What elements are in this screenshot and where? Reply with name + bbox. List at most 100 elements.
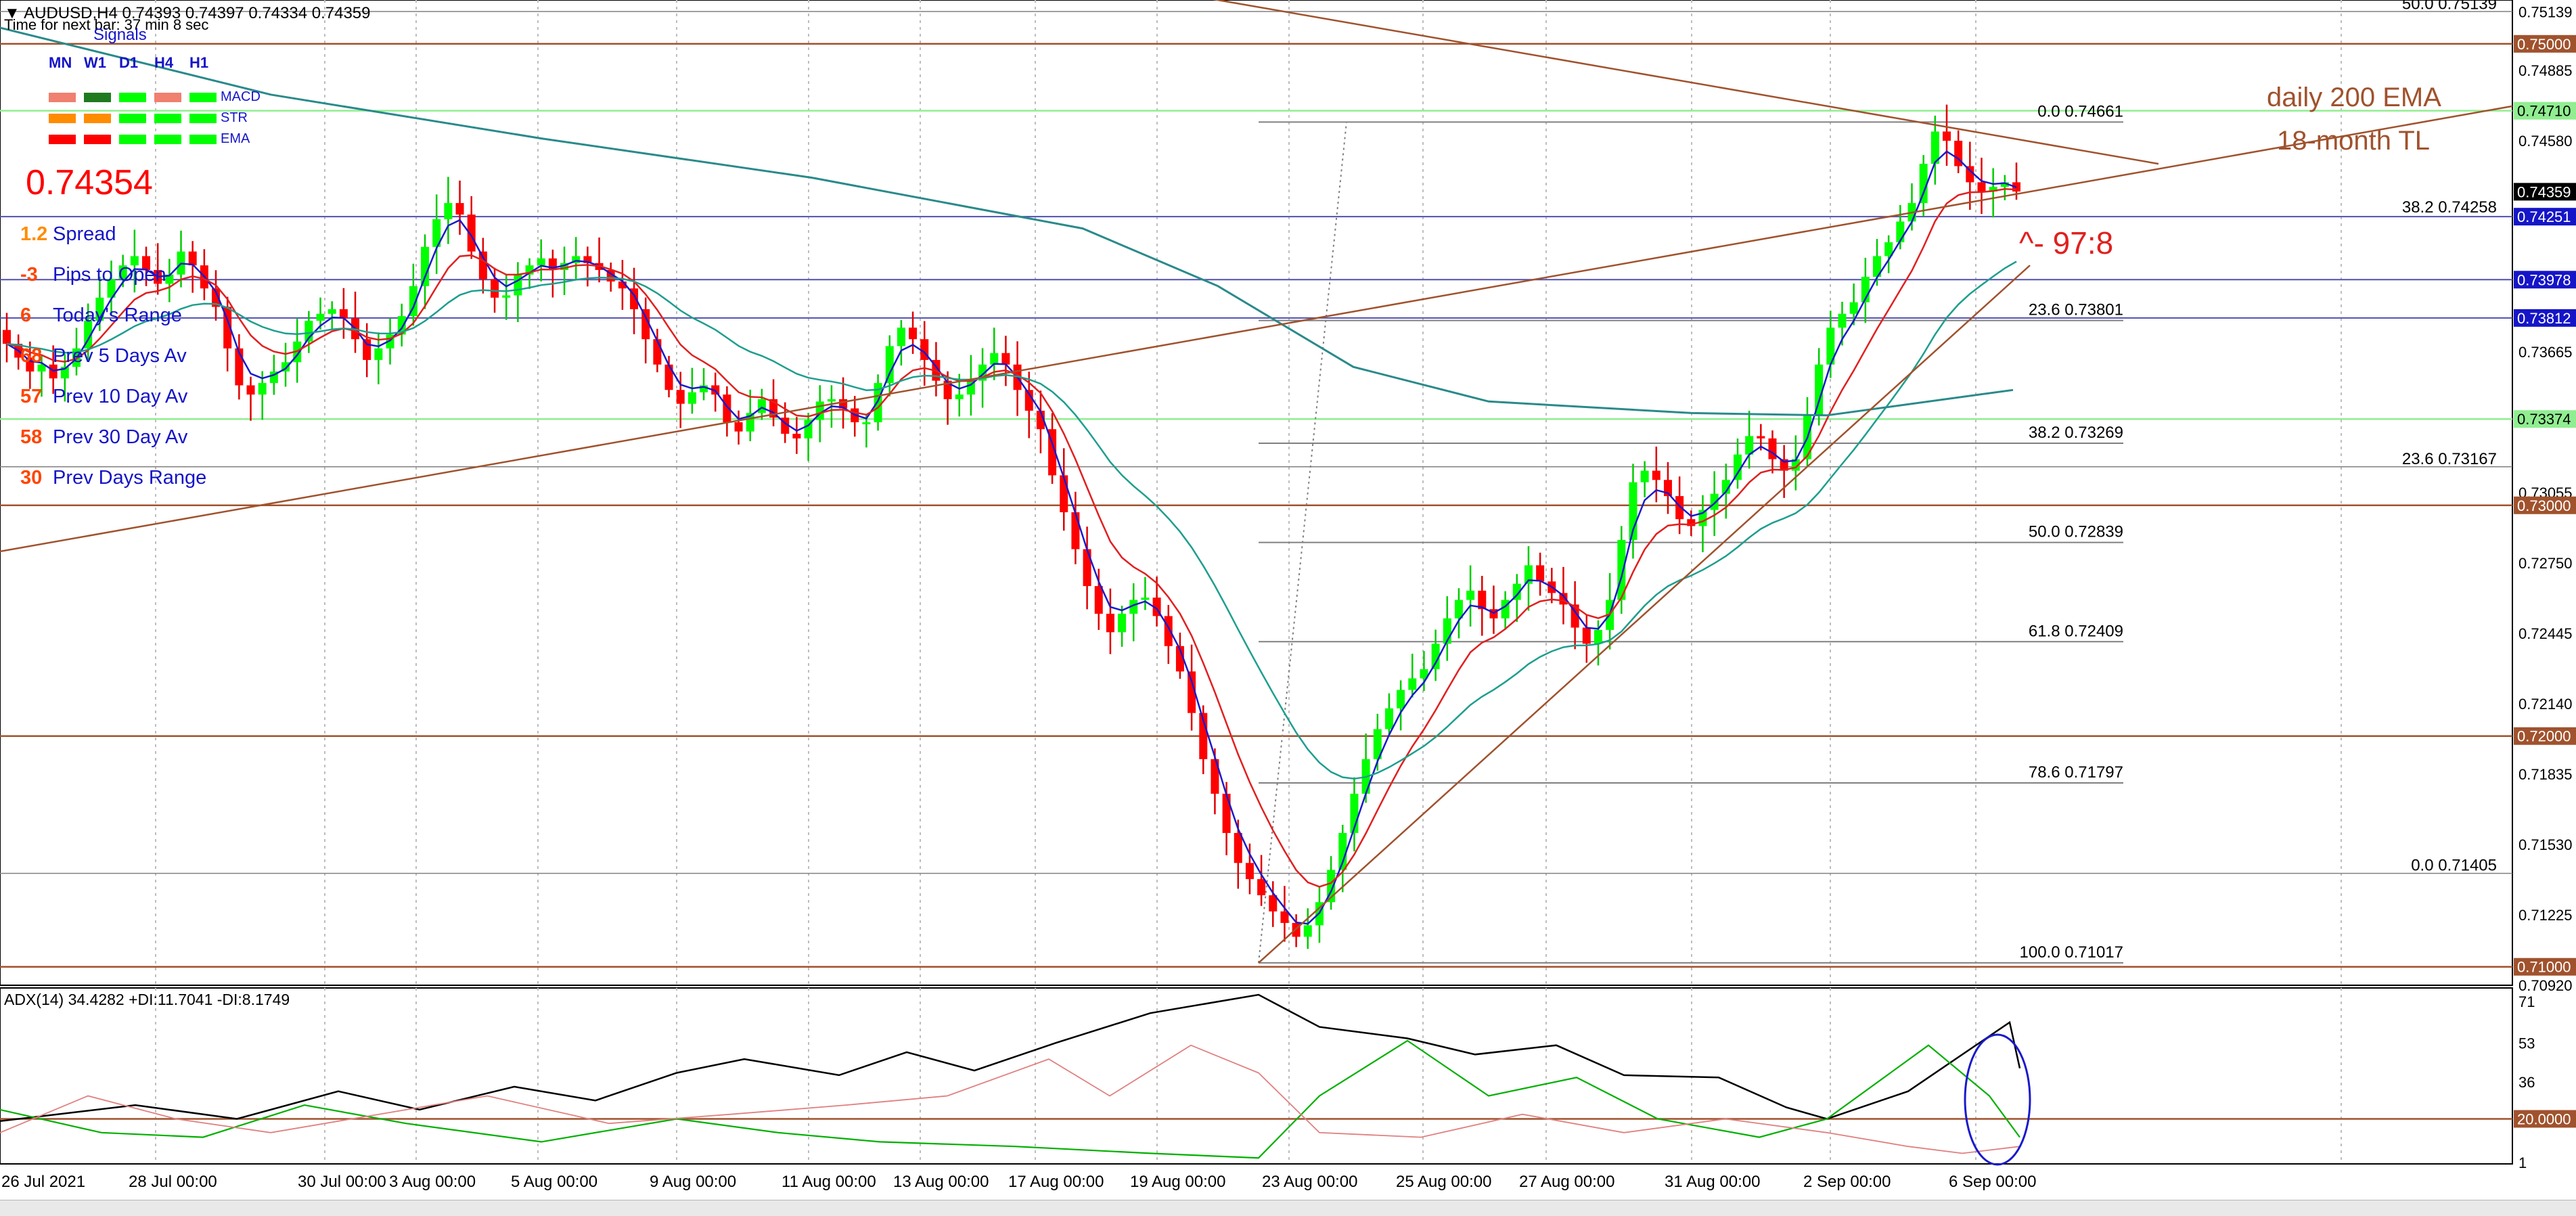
adx-title: ADX(14) 34.4282 +DI:11.7041 -DI:8.1749 — [4, 991, 290, 1008]
price-marker-label: 0.75000 — [2517, 36, 2571, 53]
signals-row: EMA — [49, 131, 250, 147]
price-axis-label: 0.72750 — [2518, 555, 2573, 572]
price-axis-label: 0.71225 — [2518, 907, 2573, 924]
candle-body — [955, 395, 964, 399]
candle-body — [84, 320, 93, 348]
candle-body — [1141, 598, 1150, 600]
date-axis-label: 5 Aug 00:00 — [511, 1173, 597, 1191]
candle-body — [130, 256, 139, 266]
stat-value: 57 — [20, 386, 43, 407]
fib-level-label: 23.6 0.73801 — [2029, 301, 2123, 319]
stat-label: Prev 5 Days Av — [53, 345, 187, 367]
candle-body — [1582, 627, 1591, 644]
candle-body — [363, 339, 371, 360]
signals-timeframe-header: MN W1 D1 H4 H1 — [49, 54, 225, 72]
date-axis-label: 11 Aug 00:00 — [782, 1173, 876, 1191]
adx-scale-label: 1 — [2518, 1154, 2527, 1171]
stat-row: 6 Today's Range — [20, 305, 182, 327]
stat-label: Prev Days Range — [53, 467, 207, 489]
candle-body — [1060, 475, 1068, 512]
candle-body — [687, 392, 696, 404]
collapse-triangle-icon[interactable]: ▼ — [4, 4, 20, 22]
date-axis-label: 23 Aug 00:00 — [1262, 1173, 1357, 1191]
signal-block — [154, 113, 181, 123]
signal-block — [119, 92, 146, 102]
candle-body — [1675, 496, 1684, 520]
price-axis-label: 0.71835 — [2518, 766, 2573, 783]
candle-body — [897, 328, 905, 346]
date-axis-label: 27 Aug 00:00 — [1519, 1173, 1614, 1191]
candle-body — [455, 203, 464, 215]
price-marker-box — [2514, 727, 2576, 745]
candle-body — [1989, 187, 1997, 192]
date-axis-label: 25 Aug 00:00 — [1396, 1173, 1491, 1191]
stat-value: 68 — [20, 345, 43, 367]
candle-body — [3, 330, 11, 344]
candle-body — [943, 380, 952, 399]
candle-body — [862, 422, 871, 424]
price-axis-label: 0.74580 — [2518, 133, 2573, 150]
fib-level-label: 38.2 0.73269 — [2029, 424, 2123, 442]
candle-body — [560, 263, 569, 270]
current-price-large: 0.74354 — [26, 163, 153, 202]
stat-label: Prev 30 Day Av — [53, 426, 188, 448]
candle-body — [676, 390, 685, 404]
candle-body — [1257, 879, 1266, 896]
main-chart-frame — [0, 0, 2513, 986]
stat-label: Pips to Open — [53, 264, 166, 286]
date-axis-label: 19 Aug 00:00 — [1130, 1173, 1225, 1191]
signals-row: STR — [49, 110, 248, 126]
candle-body — [467, 215, 476, 252]
candle-body — [874, 383, 882, 422]
candle-body — [990, 353, 999, 365]
date-axis-label: 2 Sep 00:00 — [1803, 1173, 1891, 1191]
price-marker-label: 0.74359 — [2517, 183, 2571, 200]
price-marker-box — [2514, 35, 2576, 53]
price-axis-label: 0.71530 — [2518, 836, 2573, 853]
price-axis-label: 0.75139 — [2518, 3, 2573, 20]
candle-body — [572, 256, 581, 263]
candle-body — [444, 203, 453, 219]
signal-block — [119, 113, 146, 123]
adx-panel-frame — [0, 987, 2513, 1165]
fib-secondary-label: 50.0 0.75139 — [2402, 0, 2497, 13]
candle-body — [792, 434, 801, 438]
signals-timeframe-label: H4 — [154, 54, 174, 71]
adx-scale-label: 36 — [2518, 1074, 2535, 1091]
candle-body — [246, 385, 255, 395]
price-marker-box — [2514, 958, 2576, 976]
candle-body — [491, 279, 499, 298]
signal-block — [84, 92, 111, 102]
fib-level-label: 61.8 0.72409 — [2029, 622, 2123, 640]
candle-body — [1815, 364, 1824, 415]
candle-body — [1211, 759, 1219, 794]
candle-body — [37, 364, 46, 371]
stat-label: Spread — [53, 223, 116, 245]
price-marker-box — [2514, 271, 2576, 289]
date-axis-label: 31 Aug 00:00 — [1665, 1173, 1760, 1191]
date-axis-label: 6 Sep 00:00 — [1949, 1173, 2036, 1191]
candle-body — [432, 219, 441, 247]
symbol-tab-bar — [0, 1200, 2576, 1216]
date-axis-label: 30 Jul 00:00 — [298, 1173, 386, 1191]
candle-body — [1373, 729, 1382, 759]
price-marker-label: 0.73000 — [2517, 497, 2571, 514]
stat-value: 1.2 — [20, 223, 48, 245]
signal-block — [189, 113, 217, 123]
stat-label: Prev 10 Day Av — [53, 386, 188, 407]
candle-body — [502, 295, 511, 298]
signal-block — [49, 113, 76, 123]
candle-body — [827, 399, 836, 402]
candle-body — [107, 279, 116, 298]
candle-body — [734, 422, 743, 432]
symbol-title: AUDUSD,H4 0.74393 0.74397 0.74334 0.7435… — [24, 4, 371, 22]
fib-secondary-label: 23.6 0.73167 — [2402, 450, 2497, 468]
fib-secondary-label: 0.0 0.71405 — [2411, 857, 2497, 875]
signal-row-label: EMA — [221, 131, 250, 146]
descending-trendline — [1213, 0, 2159, 165]
candle-body — [142, 256, 151, 270]
candle-body — [1431, 644, 1440, 669]
candle-body — [641, 309, 650, 340]
price-marker-label: 0.73978 — [2517, 271, 2571, 288]
date-axis-label: 17 Aug 00:00 — [1008, 1173, 1104, 1191]
